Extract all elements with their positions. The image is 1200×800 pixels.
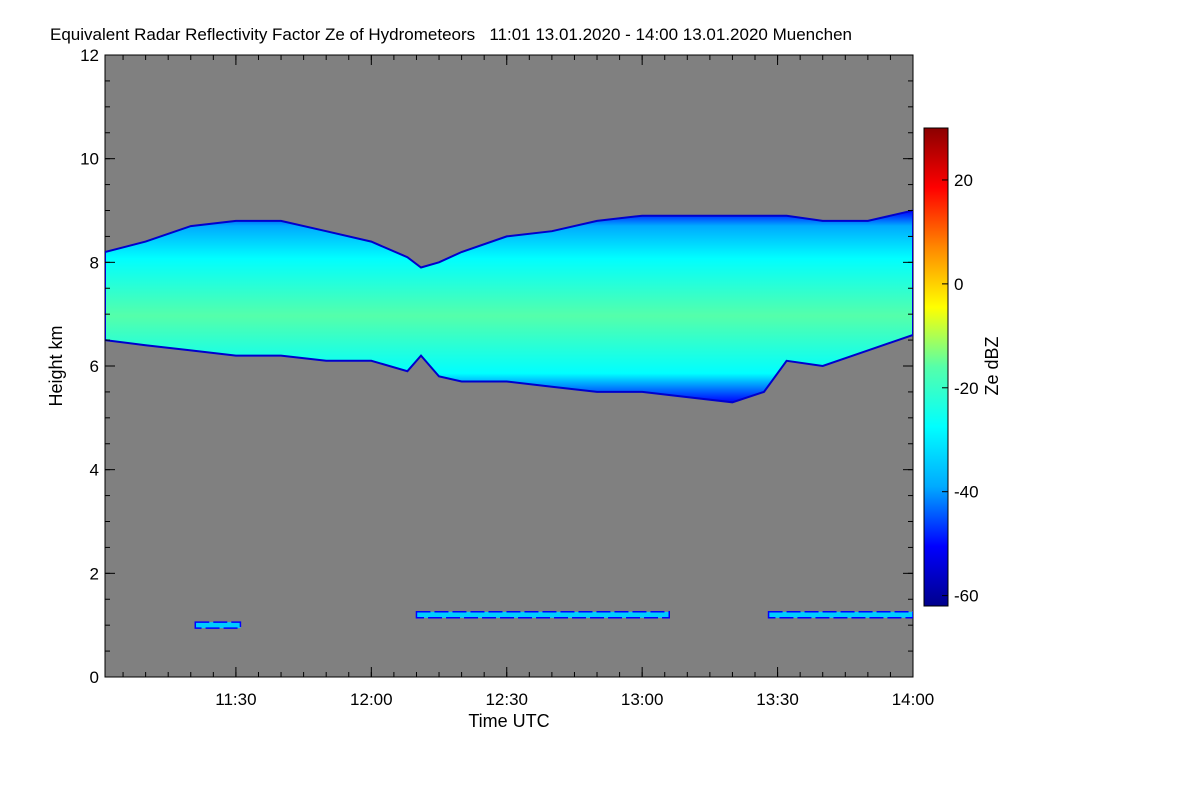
y-tick-label: 0 bbox=[90, 668, 99, 687]
y-axis-label: Height km bbox=[46, 325, 66, 406]
reflectivity-layers bbox=[105, 209, 913, 629]
x-tick-label: 12:30 bbox=[485, 690, 528, 709]
colorbar-tick-label: 0 bbox=[954, 275, 963, 294]
x-tick-label: 11:30 bbox=[215, 690, 256, 709]
colorbar bbox=[923, 127, 949, 607]
x-tick-label: 14:00 bbox=[892, 690, 935, 709]
y-tick-label: 6 bbox=[90, 357, 99, 376]
chart-title: Equivalent Radar Reflectivity Factor Ze … bbox=[50, 25, 852, 44]
x-tick-label: 13:30 bbox=[756, 690, 799, 709]
x-tick-label: 13:00 bbox=[621, 690, 664, 709]
layer-low-layer-middle bbox=[415, 611, 670, 619]
layer-low-layer-left bbox=[194, 621, 242, 629]
colorbar-tick-label: 20 bbox=[954, 171, 973, 190]
colorbar-tick-label: -60 bbox=[954, 587, 979, 606]
x-axis-label: Time UTC bbox=[468, 711, 549, 731]
y-tick-label: 4 bbox=[90, 461, 99, 480]
colorbar-ticks: -60 -40 -20 0 20 bbox=[942, 171, 979, 606]
colorbar-tick-label: -20 bbox=[954, 379, 979, 398]
x-tick-label: 12:00 bbox=[350, 690, 393, 709]
y-tick-label: 8 bbox=[90, 253, 99, 272]
axes: 11:30 12:00 12:30 13:00 13:30 14:00 0 2 4 6 8 10 12 bbox=[80, 46, 934, 709]
y-tick-label: 12 bbox=[80, 46, 99, 65]
y-tick-label: 2 bbox=[90, 564, 99, 583]
colorbar-label: Ze dBZ bbox=[982, 336, 1002, 395]
layer-upper-ice-cloud bbox=[105, 209, 913, 404]
y-tick-label: 10 bbox=[80, 150, 99, 169]
colorbar-tick-label: -40 bbox=[954, 483, 979, 502]
layer-low-layer-right bbox=[767, 611, 913, 619]
